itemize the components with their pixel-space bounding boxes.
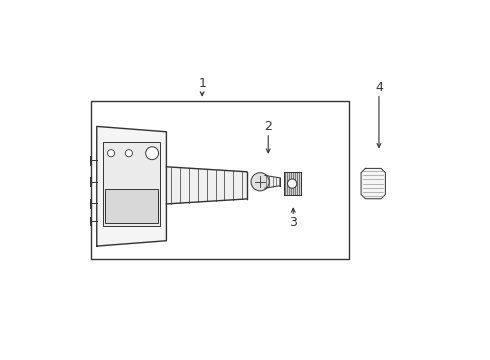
Text: 3: 3 xyxy=(289,216,297,229)
Bar xyxy=(92,102,348,258)
Circle shape xyxy=(251,173,269,191)
Bar xyxy=(284,172,301,195)
Polygon shape xyxy=(265,175,280,188)
Polygon shape xyxy=(167,167,247,204)
Text: 2: 2 xyxy=(264,120,272,133)
Text: 4: 4 xyxy=(375,81,383,94)
Bar xyxy=(104,189,158,223)
Text: 1: 1 xyxy=(198,77,206,90)
Circle shape xyxy=(146,147,159,159)
Circle shape xyxy=(107,150,115,157)
Circle shape xyxy=(125,150,132,157)
Bar xyxy=(103,143,160,226)
Polygon shape xyxy=(97,126,167,246)
Polygon shape xyxy=(361,168,386,199)
Circle shape xyxy=(288,179,297,188)
